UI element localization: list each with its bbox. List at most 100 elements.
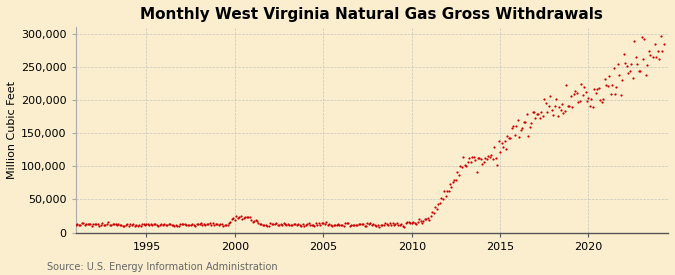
Point: [142, 221, 153, 226]
Point: [476, 157, 487, 161]
Point: [571, 90, 582, 95]
Point: [113, 221, 124, 226]
Point: [436, 196, 447, 200]
Point: [148, 222, 159, 226]
Point: [601, 82, 612, 87]
Point: [582, 99, 593, 103]
Point: [449, 178, 460, 183]
Point: [99, 223, 109, 227]
Point: [551, 97, 562, 101]
Point: [533, 112, 544, 116]
Point: [292, 223, 302, 227]
Point: [614, 73, 625, 78]
Point: [441, 189, 452, 193]
Point: [414, 216, 425, 221]
Point: [433, 202, 443, 206]
Point: [318, 221, 329, 225]
Point: [612, 62, 623, 66]
Point: [352, 223, 362, 227]
Point: [486, 153, 497, 157]
Point: [116, 223, 127, 227]
Point: [583, 95, 594, 100]
Point: [95, 223, 106, 227]
Point: [334, 223, 345, 227]
Point: [138, 222, 149, 227]
Point: [159, 222, 169, 226]
Point: [418, 219, 429, 223]
Point: [545, 94, 556, 98]
Point: [91, 221, 102, 226]
Point: [81, 222, 92, 227]
Point: [362, 221, 373, 226]
Point: [634, 69, 645, 73]
Point: [595, 97, 605, 102]
Point: [110, 222, 121, 226]
Point: [333, 222, 344, 226]
Point: [312, 223, 323, 227]
Point: [221, 222, 232, 227]
Point: [85, 222, 96, 226]
Point: [389, 223, 400, 228]
Point: [141, 222, 152, 227]
Point: [353, 222, 364, 226]
Point: [288, 222, 299, 226]
Point: [339, 223, 350, 228]
Point: [530, 116, 541, 120]
Point: [468, 155, 479, 160]
Point: [222, 222, 233, 227]
Point: [247, 220, 258, 224]
Point: [487, 157, 498, 161]
Point: [547, 113, 558, 117]
Point: [144, 222, 155, 227]
Point: [514, 135, 524, 139]
Point: [146, 222, 157, 227]
Point: [310, 220, 321, 225]
Point: [412, 220, 423, 224]
Point: [278, 221, 289, 226]
Point: [185, 223, 196, 227]
Point: [399, 224, 410, 229]
Point: [517, 126, 528, 130]
Point: [657, 49, 668, 54]
Point: [313, 221, 324, 225]
Point: [477, 162, 488, 166]
Point: [564, 103, 574, 108]
Point: [191, 222, 202, 226]
Point: [489, 145, 500, 149]
Point: [471, 170, 482, 175]
Point: [480, 155, 491, 160]
Point: [502, 134, 513, 139]
Point: [633, 69, 644, 73]
Point: [570, 89, 580, 93]
Point: [485, 155, 495, 160]
Point: [367, 223, 377, 227]
Point: [150, 221, 161, 226]
Point: [256, 222, 267, 227]
Point: [602, 84, 613, 88]
Point: [591, 91, 601, 96]
Point: [308, 222, 319, 227]
Point: [423, 216, 433, 221]
Point: [560, 108, 570, 113]
Point: [169, 224, 180, 229]
Point: [290, 222, 300, 226]
Point: [277, 223, 288, 228]
Point: [554, 104, 564, 109]
Point: [237, 217, 248, 221]
Point: [483, 154, 493, 159]
Point: [70, 222, 81, 227]
Point: [546, 108, 557, 112]
Point: [324, 222, 335, 226]
Point: [369, 223, 380, 227]
Point: [135, 223, 146, 228]
Point: [244, 214, 255, 219]
Point: [197, 223, 208, 228]
Point: [275, 222, 286, 226]
Point: [385, 222, 396, 227]
Point: [454, 173, 464, 177]
Point: [626, 62, 637, 66]
Point: [157, 223, 168, 227]
Point: [253, 221, 264, 225]
Point: [596, 100, 607, 104]
Point: [128, 222, 138, 227]
